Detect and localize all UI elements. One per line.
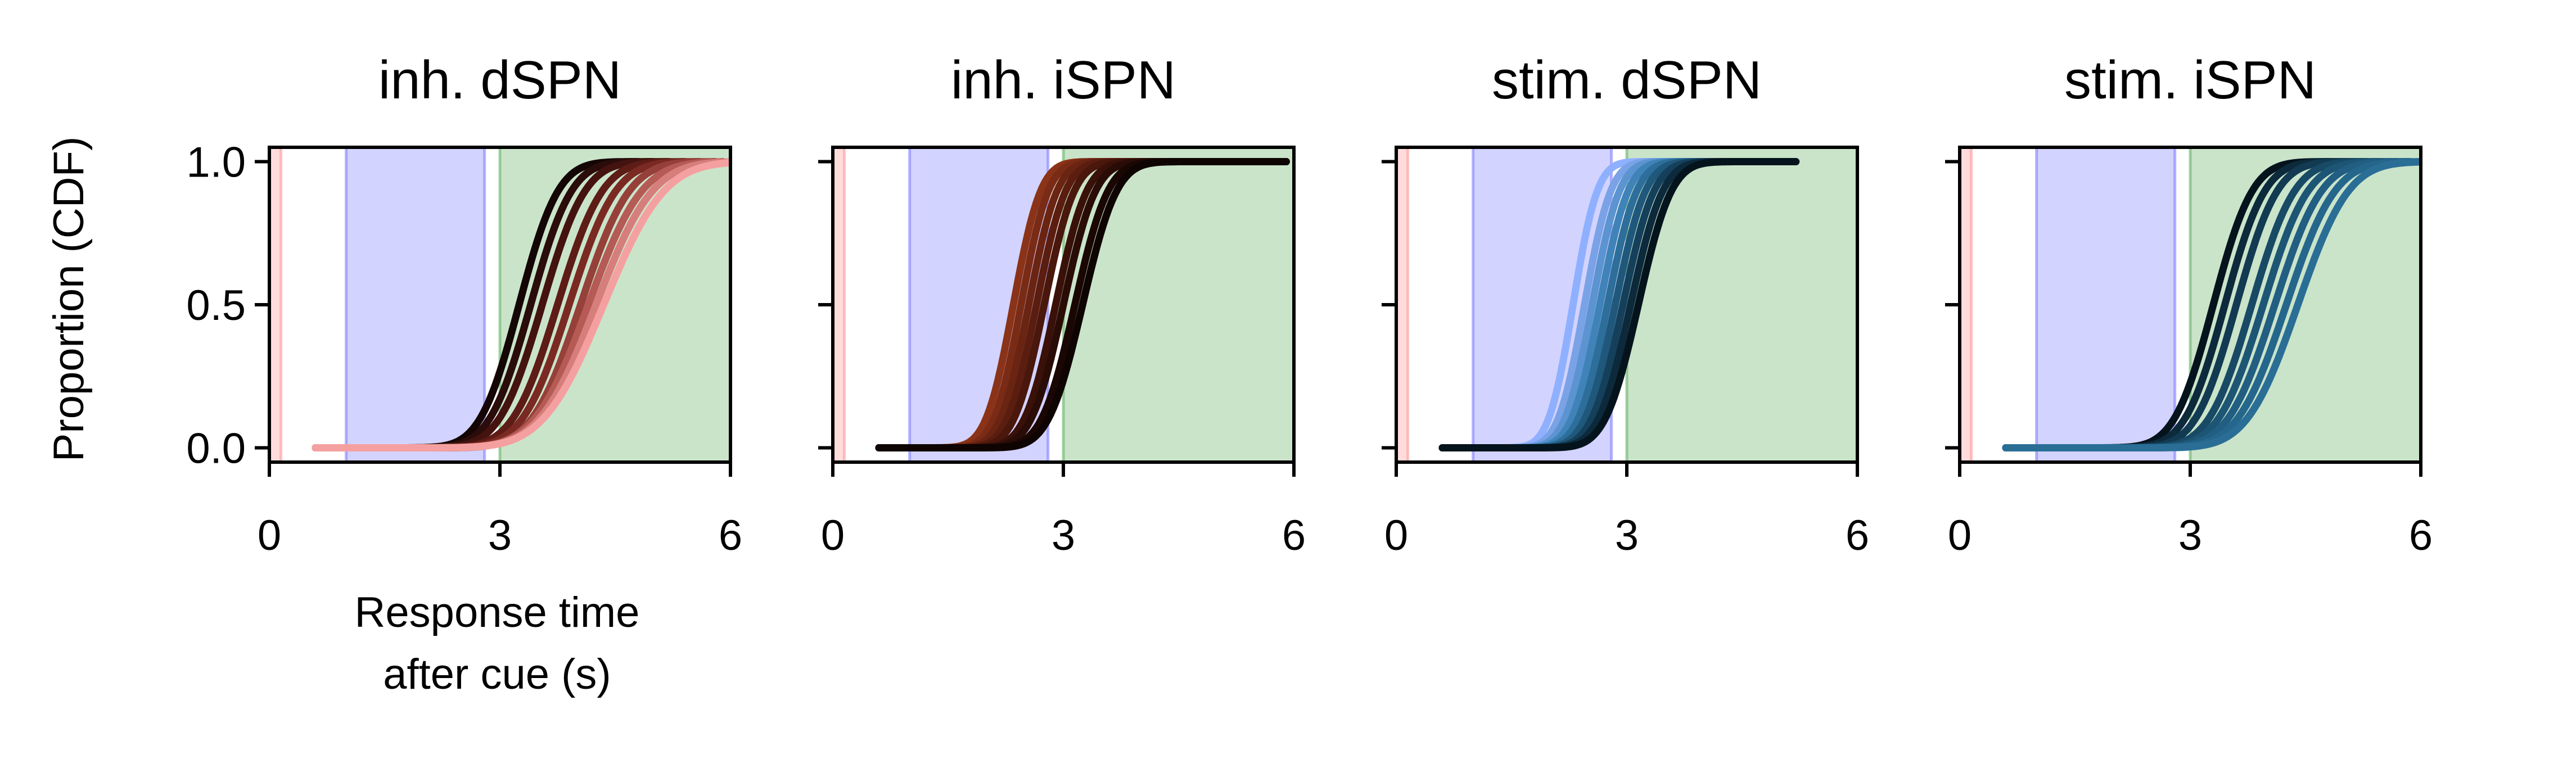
shaded-band-cue [1396, 147, 1408, 462]
series-group [1438, 158, 1800, 451]
panel-title: stim. iSPN [2064, 50, 2316, 110]
series-group [312, 158, 730, 451]
shaded-band-delay [2036, 147, 2175, 462]
x-tick-label: 6 [1846, 512, 1869, 559]
x-tick-label: 6 [1282, 512, 1306, 559]
panel-4: 0 3 6 stim. iSPN [1945, 50, 2433, 559]
cdf-line-9 [875, 158, 1290, 451]
panel-2: 0 3 6 inh. iSPN [818, 50, 1306, 559]
x-tick-label: 6 [719, 512, 742, 559]
shaded-band-cue [833, 147, 845, 462]
cdf-line-9 [312, 158, 730, 451]
y-tick-label: 0.0 [186, 425, 246, 473]
x-tick-label: 0 [1384, 512, 1408, 559]
x-tick-label: 3 [2178, 512, 2202, 559]
x-axis-label-line1: Response time [355, 589, 640, 636]
series-group [875, 158, 1290, 451]
x-tick-label: 0 [821, 512, 845, 559]
x-tick-label: 0 [258, 512, 281, 559]
x-tick-label: 0 [1948, 512, 1972, 559]
panel-title: stim. dSPN [1492, 50, 1762, 110]
panel-1: 0.0 0.5 1.0 0 3 6 inh. dSPN [186, 50, 742, 559]
x-tick-label: 3 [1615, 512, 1639, 559]
shaded-band-delay [346, 147, 485, 462]
panel-title: inh. iSPN [951, 50, 1176, 110]
y-tick-label: 0.5 [186, 282, 246, 329]
cdf-line-8 [2002, 158, 2421, 451]
shaded-band-cue [1960, 147, 1972, 462]
panel-3: 0 3 6 stim. dSPN [1382, 50, 1869, 559]
x-tick-label: 3 [488, 512, 512, 559]
y-axis-label: Proportion (CDF) [45, 137, 93, 462]
cdf-line-9 [1438, 158, 1800, 451]
x-tick-label: 3 [1052, 512, 1075, 559]
x-tick-label: 6 [2409, 512, 2433, 559]
x-axis-label-line2: after cue (s) [383, 650, 611, 698]
shaded-band-response [1063, 147, 1294, 462]
series-group [2002, 158, 2421, 451]
shaded-band-cue [269, 147, 281, 462]
y-tick-label: 1.0 [186, 138, 246, 186]
panel-title: inh. dSPN [378, 50, 621, 110]
panels: 0.0 0.5 1.0 0 3 6 inh. dSPN 0 3 6 inh. iSPN 0 3 6 stim… [186, 50, 2433, 559]
